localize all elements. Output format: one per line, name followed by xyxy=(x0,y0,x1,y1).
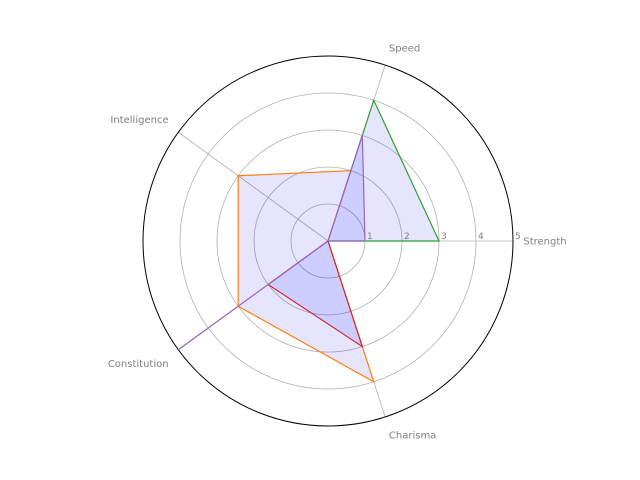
radial-tick-2: 2 xyxy=(404,232,410,242)
radial-tick-3: 3 xyxy=(441,232,447,242)
series-1-fill xyxy=(328,100,439,242)
axis-label-charisma: Charisma xyxy=(389,430,436,441)
series-2-fill xyxy=(238,170,374,382)
axis-label-constitution: Constitution xyxy=(108,359,169,370)
radial-tick-5: 5 xyxy=(515,232,521,242)
series-lines xyxy=(177,98,440,384)
axis-label-speed: Speed xyxy=(389,44,420,55)
series-fills xyxy=(178,100,439,382)
spoke-intelligence xyxy=(178,131,329,242)
radial-tick-1: 1 xyxy=(367,232,373,242)
radial-tick-4: 4 xyxy=(478,232,484,242)
axis-label-strength: Strength xyxy=(523,237,566,248)
outer-ring xyxy=(142,55,514,427)
radial-tick-labels: 1 2 3 4 5 xyxy=(367,232,521,242)
series-3-fill xyxy=(268,241,363,347)
axis-label-intelligence: Intelligence xyxy=(110,115,168,126)
series-4-line xyxy=(177,135,366,351)
axis-labels: Strength Speed Intelligence Constitution Cha… xyxy=(108,44,567,442)
